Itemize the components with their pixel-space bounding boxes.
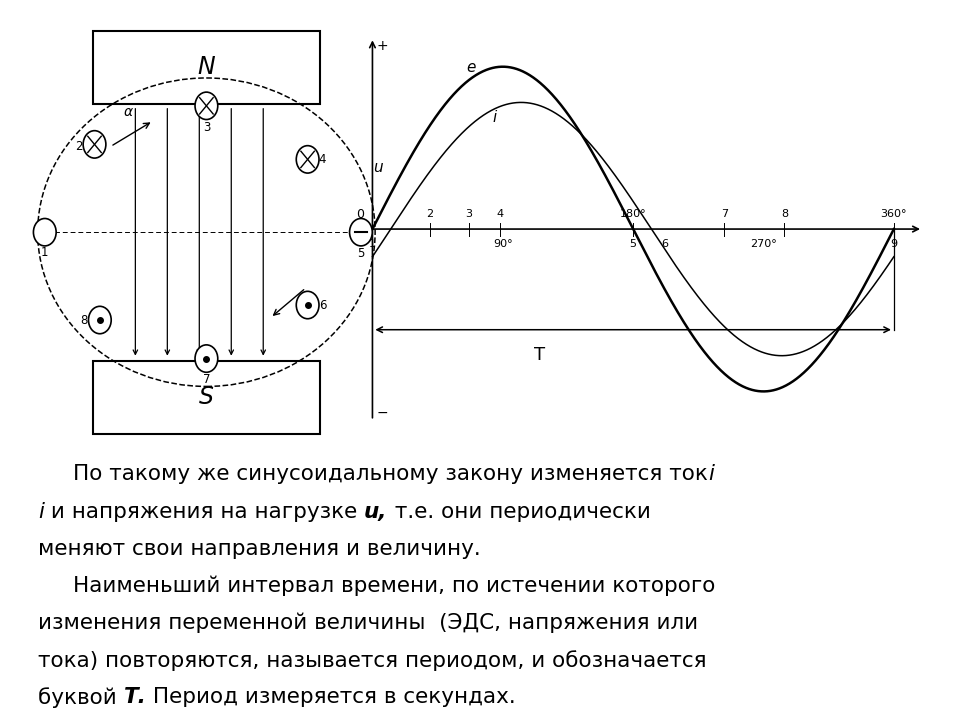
Text: i: i — [38, 502, 44, 521]
Text: 8: 8 — [81, 313, 87, 327]
Text: По такому же синусоидальному закону изменяется ток: По такому же синусоидальному закону изме… — [73, 464, 708, 485]
Text: 5: 5 — [630, 239, 636, 249]
Circle shape — [88, 306, 111, 334]
Text: 2: 2 — [75, 140, 83, 153]
Text: 6: 6 — [319, 299, 326, 312]
Circle shape — [297, 145, 319, 173]
Text: тока) повторяются, называется периодом, и обозначается: тока) повторяются, называется периодом, … — [38, 650, 707, 670]
Text: 4: 4 — [319, 153, 326, 166]
Text: меняют свои направления и величину.: меняют свои направления и величину. — [38, 539, 481, 559]
Text: 360°: 360° — [880, 210, 907, 220]
Text: 180°: 180° — [620, 210, 646, 220]
Circle shape — [84, 130, 106, 158]
Text: +: + — [376, 39, 388, 53]
Text: 4: 4 — [496, 210, 504, 220]
Text: 1: 1 — [41, 246, 49, 259]
Text: 6: 6 — [660, 239, 668, 249]
Text: e: e — [467, 60, 475, 75]
Text: 90°: 90° — [493, 239, 513, 249]
Text: 9: 9 — [890, 239, 898, 249]
Text: 8: 8 — [780, 210, 788, 220]
Text: и напряжения на нагрузке: и напряжения на нагрузке — [44, 502, 364, 521]
Circle shape — [34, 218, 56, 246]
Text: α: α — [124, 105, 132, 120]
Text: 5: 5 — [357, 247, 365, 260]
Text: 1: 1 — [369, 239, 376, 249]
Text: N: N — [198, 55, 215, 79]
Text: T: T — [534, 346, 545, 364]
FancyBboxPatch shape — [93, 31, 320, 104]
Text: 2: 2 — [426, 210, 433, 220]
Text: 0: 0 — [356, 208, 364, 221]
Text: i: i — [708, 464, 714, 485]
Text: i: i — [492, 110, 496, 125]
FancyBboxPatch shape — [93, 361, 320, 433]
Text: Период измеряется в секундах.: Период измеряется в секундах. — [146, 687, 516, 707]
Circle shape — [195, 92, 218, 120]
Circle shape — [349, 218, 372, 246]
Text: изменения переменной величины  (ЭДС, напряжения или: изменения переменной величины (ЭДС, напр… — [38, 613, 698, 634]
Text: 7: 7 — [721, 210, 728, 220]
Text: 7: 7 — [203, 374, 210, 387]
Text: буквой: буквой — [38, 687, 124, 708]
Text: S: S — [199, 385, 214, 409]
Text: −: − — [376, 405, 388, 420]
Text: Наименьший интервал времени, по истечении которого: Наименьший интервал времени, по истечени… — [73, 576, 715, 596]
Text: Т.: Т. — [124, 687, 146, 707]
Text: 3: 3 — [203, 121, 210, 134]
Text: т.е. они периодически: т.е. они периодически — [388, 502, 650, 521]
Text: u: u — [373, 161, 383, 176]
Text: u,: u, — [364, 502, 388, 521]
Circle shape — [297, 292, 319, 319]
Circle shape — [195, 345, 218, 372]
Text: 270°: 270° — [750, 239, 777, 249]
Text: 3: 3 — [466, 210, 472, 220]
